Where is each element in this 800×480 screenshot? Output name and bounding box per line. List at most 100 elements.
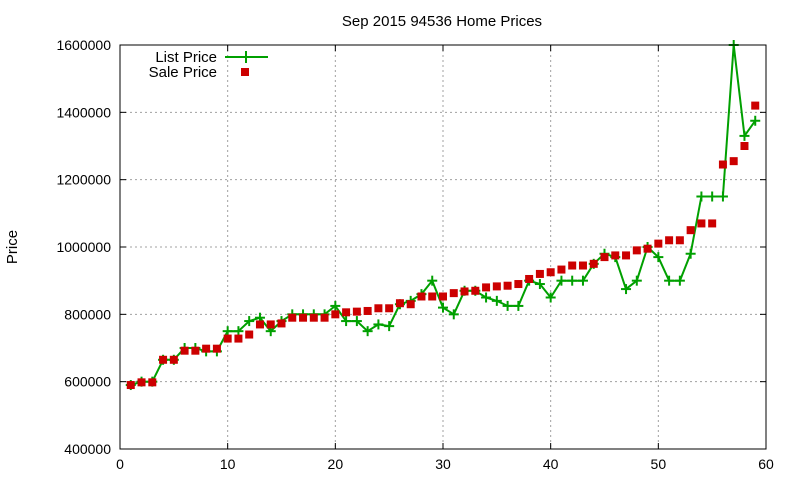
sale-price-point xyxy=(622,251,631,260)
x-tick-label: 10 xyxy=(220,456,236,472)
sale-price-point xyxy=(309,313,318,322)
list-price-point xyxy=(438,302,448,313)
list-price-point xyxy=(750,115,761,126)
list-price-point xyxy=(685,248,696,259)
sale-price-point xyxy=(546,268,555,277)
sale-price-point xyxy=(266,320,275,329)
sale-price-point xyxy=(406,300,415,309)
sale-price-point xyxy=(740,142,749,150)
sale-price-point xyxy=(600,253,609,262)
sale-price-point xyxy=(126,381,135,390)
sale-price-point xyxy=(632,246,641,255)
sale-price-point xyxy=(751,101,760,110)
sale-price-point xyxy=(363,306,372,315)
list-price-point xyxy=(664,275,675,286)
y-tick-label: 1600000 xyxy=(56,37,111,53)
sale-price-point xyxy=(277,319,286,328)
axis-ticks: 0 10 20 30 40 50 60 400000 600000 800000 1000000 12… xyxy=(56,37,774,472)
list-price-point xyxy=(534,279,545,290)
chart-title: Sep 2015 94536 Home Prices xyxy=(342,13,542,30)
x-tick-label: 40 xyxy=(543,456,559,472)
legend: List Price Sale Price xyxy=(149,49,268,81)
sale-price-point xyxy=(675,236,684,245)
sale-price-point xyxy=(169,355,178,364)
legend-label-sale-price: Sale Price xyxy=(149,64,217,81)
sale-price-point xyxy=(439,292,447,301)
x-tick-label: 60 xyxy=(758,456,774,472)
sale-price-point xyxy=(352,307,361,316)
list-price-point xyxy=(481,292,492,303)
x-tick-label: 0 xyxy=(116,456,124,472)
sale-price-point xyxy=(449,289,458,298)
list-price-point xyxy=(491,295,502,306)
grid-lines xyxy=(120,45,766,449)
sale-price-point xyxy=(654,239,663,248)
sale-price-point xyxy=(385,304,394,313)
y-tick-label: 1200000 xyxy=(56,172,111,188)
plot-series xyxy=(125,40,761,391)
list-price-point xyxy=(448,309,459,320)
y-tick-label: 600000 xyxy=(64,374,111,390)
legend-swatch-sale-price xyxy=(241,68,249,76)
sale-price-point xyxy=(460,287,469,296)
x-tick-label: 20 xyxy=(328,456,344,472)
sale-price-point xyxy=(299,313,308,322)
list-price-point xyxy=(233,326,244,337)
sale-price-point xyxy=(514,280,523,289)
x-tick-label: 50 xyxy=(651,456,667,472)
sale-price-point xyxy=(578,261,587,270)
sale-price-point xyxy=(202,344,211,353)
y-tick-label: 1400000 xyxy=(56,104,111,120)
legend-label-list-price: List Price xyxy=(155,49,217,66)
list-price-point xyxy=(631,275,642,286)
sale-price-point xyxy=(137,378,146,387)
list-price-point xyxy=(696,191,707,202)
x-tick-label: 30 xyxy=(435,456,451,472)
list-price-point xyxy=(362,326,373,337)
list-price-point xyxy=(351,316,362,327)
list-price-point xyxy=(513,300,524,311)
sale-price-point xyxy=(611,251,620,260)
sale-price-point xyxy=(482,283,491,292)
sale-price-point xyxy=(718,160,727,169)
sale-price-point xyxy=(159,355,168,364)
y-axis-label: Price xyxy=(4,230,21,264)
list-price-point xyxy=(222,326,233,337)
sale-price-point xyxy=(697,219,706,228)
list-price-point xyxy=(739,130,750,141)
list-price-point xyxy=(577,275,588,286)
sale-price-point xyxy=(535,269,544,278)
list-price-point xyxy=(244,316,255,327)
list-price-point xyxy=(373,319,384,330)
sale-price-point xyxy=(643,244,652,253)
sale-price-point xyxy=(234,334,243,343)
sale-price-point xyxy=(255,320,264,329)
y-tick-label: 1000000 xyxy=(56,239,111,255)
sale-price-point xyxy=(589,259,598,268)
sale-price-point xyxy=(471,286,480,295)
list-price-point xyxy=(545,292,556,303)
list-price-point xyxy=(717,191,728,202)
list-price-point xyxy=(330,300,341,311)
sale-price-point xyxy=(180,346,189,355)
list-price-point xyxy=(707,191,718,202)
sale-price-point xyxy=(223,334,232,343)
sale-price-point xyxy=(212,344,221,353)
list-price-point xyxy=(567,275,578,286)
sale-price-point xyxy=(342,308,351,317)
sale-price-point xyxy=(729,157,738,166)
legend-swatch-list-price xyxy=(225,51,268,63)
sale-price-point xyxy=(492,282,501,291)
list-price-point xyxy=(502,300,513,311)
sale-price-point xyxy=(686,226,695,235)
sale-price-point xyxy=(245,330,254,339)
sale-price-point xyxy=(148,378,157,387)
list-price-point xyxy=(653,252,664,263)
sale-price-point xyxy=(288,313,297,322)
sale-price-point xyxy=(568,261,577,270)
list-price-point xyxy=(674,275,685,286)
list-price-point xyxy=(556,275,567,286)
list-price-point xyxy=(384,321,395,332)
sale-price-point xyxy=(395,299,404,308)
